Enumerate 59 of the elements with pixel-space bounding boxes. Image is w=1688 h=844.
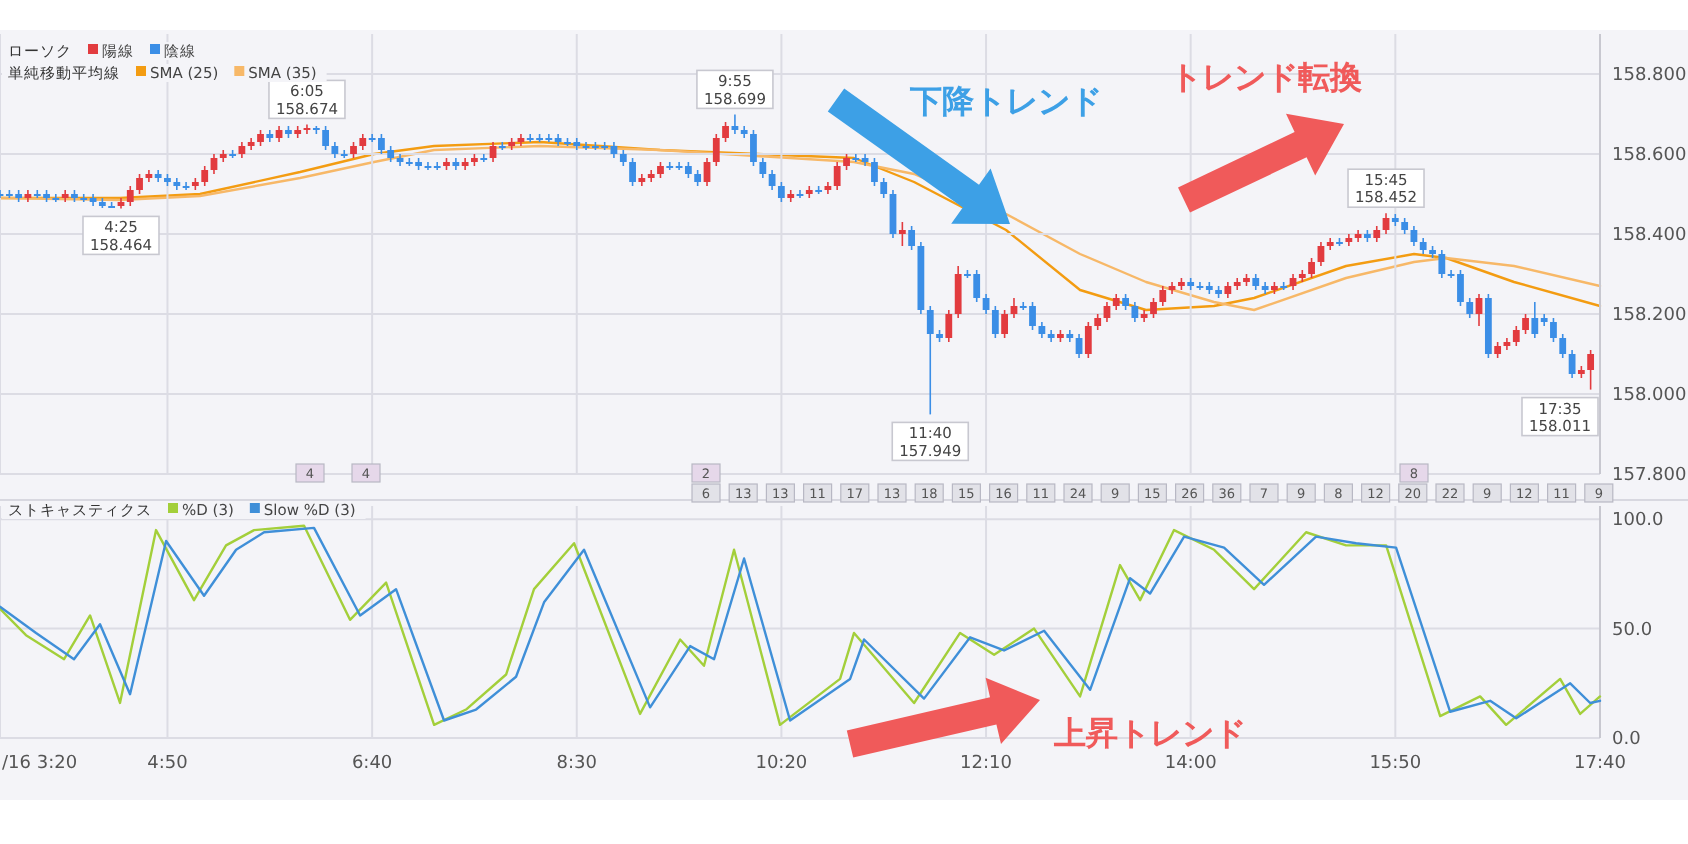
y-tick-label: 50.0 bbox=[1612, 620, 1653, 641]
candlestick bbox=[80, 193, 88, 203]
candlestick bbox=[1150, 297, 1157, 319]
candlestick bbox=[852, 153, 860, 163]
candlestick bbox=[712, 133, 720, 167]
annotation: 上昇トレンド bbox=[1052, 714, 1246, 752]
candlestick bbox=[880, 177, 888, 199]
candlestick bbox=[201, 165, 209, 187]
candlestick bbox=[1131, 301, 1139, 323]
candlestick bbox=[945, 309, 953, 343]
x-tick-label: /16 3:20 bbox=[2, 754, 78, 774]
candlestick bbox=[926, 305, 934, 416]
candlestick bbox=[480, 153, 488, 163]
candlestick bbox=[629, 157, 636, 187]
candlestick bbox=[898, 221, 906, 247]
x-tick-label: 15:50 bbox=[1369, 754, 1422, 774]
candlestick bbox=[833, 161, 841, 191]
candlestick bbox=[52, 193, 60, 203]
candlestick bbox=[1550, 317, 1557, 343]
candlestick bbox=[954, 265, 962, 319]
candlestick bbox=[722, 121, 729, 143]
y-tick-label: 158.400 bbox=[1612, 226, 1687, 246]
candlestick bbox=[136, 173, 143, 195]
candlestick bbox=[777, 181, 785, 203]
y-tick-label: 0.0 bbox=[1612, 730, 1642, 750]
y-tick-label: 158.800 bbox=[1612, 66, 1687, 86]
y-tick-label: 158.000 bbox=[1612, 386, 1687, 406]
annotation: 下降トレンド bbox=[908, 82, 1102, 120]
annotation: トレンド転換 bbox=[1170, 58, 1364, 96]
x-tick-label: 14:00 bbox=[1164, 754, 1218, 774]
y-tick-label: 158.200 bbox=[1612, 306, 1687, 326]
candlestick bbox=[1084, 321, 1092, 359]
candlestick bbox=[1466, 297, 1474, 319]
candlestick bbox=[1522, 313, 1529, 335]
x-tick-label: 17:40 bbox=[1574, 754, 1627, 774]
candlestick bbox=[991, 305, 999, 339]
candlestick bbox=[1159, 285, 1167, 307]
candlestick bbox=[340, 149, 348, 159]
y-tick-label: 100.0 bbox=[1612, 511, 1665, 532]
candlestick bbox=[1587, 349, 1595, 391]
candlestick bbox=[1559, 333, 1567, 359]
candlestick bbox=[126, 185, 134, 207]
x-tick-label: 4:50 bbox=[147, 754, 189, 774]
candlestick bbox=[750, 129, 757, 167]
candlestick bbox=[1308, 257, 1315, 279]
x-tick-label: 6:40 bbox=[351, 754, 393, 774]
x-tick-label: 12:10 bbox=[960, 754, 1013, 774]
x-tick-label: 8:30 bbox=[556, 754, 598, 774]
candlestick bbox=[759, 157, 767, 179]
x-tick-label: 10:20 bbox=[755, 754, 808, 774]
candlestick bbox=[908, 225, 916, 251]
candlestick bbox=[1438, 249, 1446, 279]
candlestick bbox=[1001, 309, 1008, 339]
y-tick-label: 158.600 bbox=[1612, 146, 1687, 166]
candlestick bbox=[871, 157, 878, 187]
candlestick bbox=[322, 125, 329, 151]
candlestick bbox=[1512, 325, 1520, 347]
candlestick bbox=[433, 161, 441, 171]
y-tick-label: 157.800 bbox=[1612, 466, 1687, 486]
